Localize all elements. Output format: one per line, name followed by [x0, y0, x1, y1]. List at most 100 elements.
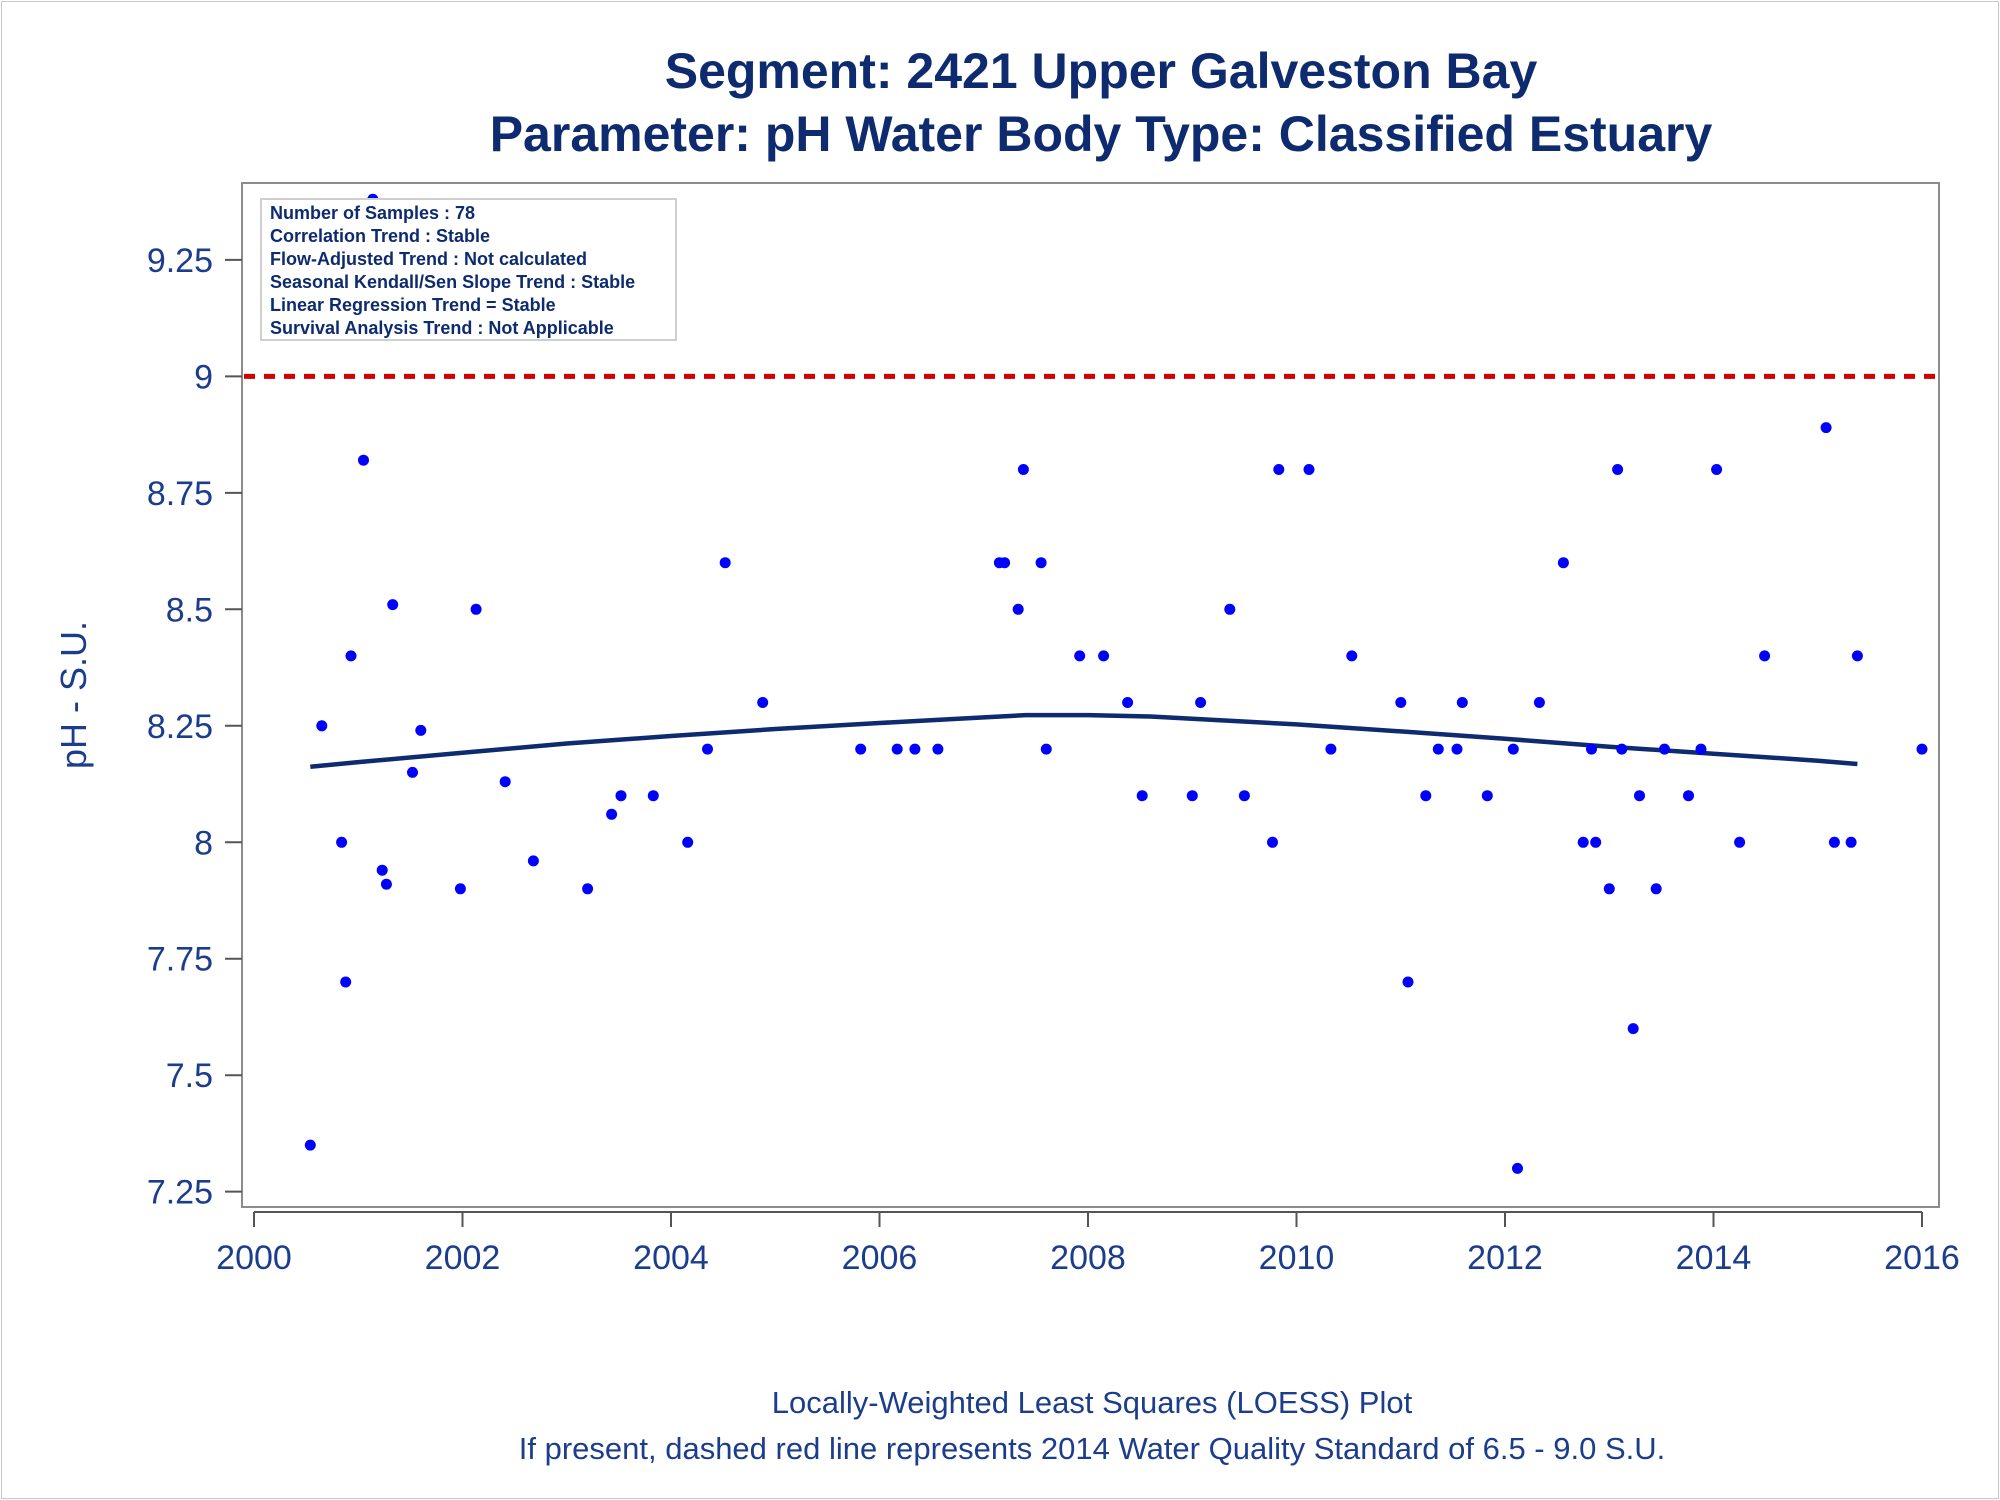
data-point	[387, 599, 399, 611]
data-point	[340, 976, 352, 988]
data-point	[1402, 976, 1414, 988]
y-tick-label: 9	[194, 358, 213, 396]
stat-flow-adjusted-trend: Flow-Adjusted Trend : Not calculated	[270, 249, 587, 269]
data-point	[1267, 836, 1278, 848]
data-point	[1557, 557, 1569, 569]
stat-linear-regression-trend: Linear Regression Trend = Stable	[270, 295, 556, 315]
data-point	[615, 790, 627, 802]
data-point	[1481, 790, 1493, 802]
data-point	[1851, 650, 1863, 662]
data-point	[1627, 1023, 1639, 1035]
data-point	[1346, 650, 1358, 662]
data-point	[470, 603, 482, 615]
data-point	[380, 878, 392, 890]
data-point	[527, 855, 539, 867]
data-point	[932, 743, 944, 755]
y-tick-label: 7.75	[147, 941, 213, 979]
data-point	[1533, 697, 1545, 708]
x-axis: 2000 2002 2004 2006 2008 2010 2012 2014 2016	[216, 1211, 1960, 1277]
data-point	[606, 808, 618, 820]
data-point	[1098, 650, 1110, 662]
data-point	[1734, 836, 1746, 848]
data-point	[1238, 790, 1250, 802]
data-point	[1432, 743, 1444, 755]
data-point	[1590, 836, 1602, 848]
loess-curve	[310, 712, 1858, 770]
data-point	[999, 557, 1011, 569]
data-point	[702, 743, 713, 755]
data-point	[1577, 836, 1589, 848]
data-point	[1828, 836, 1840, 848]
data-point	[647, 790, 659, 802]
x-tick-label: 2004	[633, 1239, 709, 1277]
data-point	[1012, 603, 1024, 615]
data-point	[1634, 790, 1645, 802]
data-point	[499, 776, 511, 788]
data-point	[376, 864, 388, 876]
data-point	[1507, 743, 1519, 755]
y-axis-label: pH - S.U.	[53, 621, 94, 769]
x-tick-label: 2008	[1050, 1239, 1126, 1277]
data-point	[1586, 743, 1597, 755]
data-point	[1616, 743, 1628, 755]
y-tick-label: 9.25	[147, 242, 213, 280]
data-point	[1017, 464, 1029, 475]
data-point	[1759, 650, 1771, 662]
data-point	[1916, 743, 1928, 755]
stat-samples: Number of Samples : 78	[270, 203, 475, 223]
x-tick-label: 2012	[1467, 1239, 1543, 1277]
x-tick-label: 2014	[1676, 1239, 1752, 1277]
data-point	[345, 650, 357, 662]
data-point	[855, 743, 867, 755]
data-point	[1650, 883, 1662, 895]
data-point	[582, 883, 594, 895]
data-point	[1820, 422, 1832, 434]
data-point	[1456, 697, 1468, 708]
x-tick-label: 2010	[1259, 1239, 1335, 1277]
data-point	[336, 836, 348, 848]
data-point	[1683, 790, 1694, 802]
footnote-loess: Locally-Weighted Least Squares (LOESS) P…	[772, 1385, 1413, 1420]
x-tick-label: 2006	[842, 1239, 918, 1277]
y-axis: 7.25 7.5 7.75 8 8.25 8.5 8.75 9 9.25	[147, 242, 242, 1212]
data-point	[316, 720, 328, 732]
data-point	[891, 743, 903, 755]
y-tick-label: 8.25	[147, 708, 213, 746]
data-point	[909, 743, 921, 755]
y-tick-label: 7.5	[166, 1057, 213, 1095]
y-tick-label: 7.25	[147, 1174, 213, 1212]
x-tick-label: 2002	[425, 1239, 501, 1277]
data-point	[407, 766, 418, 778]
data-point	[1420, 790, 1432, 802]
data-point	[1273, 464, 1285, 475]
data-point	[304, 1139, 316, 1151]
data-point	[1659, 743, 1670, 755]
data-point	[1303, 464, 1315, 475]
data-point	[1186, 790, 1198, 802]
data-point	[1395, 697, 1407, 708]
loess-layer	[310, 712, 1858, 770]
data-point	[1035, 557, 1047, 569]
data-point	[454, 883, 466, 895]
chart-title: Segment: 2421 Upper Galveston Bay	[665, 43, 1538, 99]
data-point	[1325, 743, 1337, 755]
stats-legend: Number of Samples : 78 Correlation Trend…	[260, 198, 677, 341]
x-tick-label: 2016	[1884, 1239, 1960, 1277]
scatter-points	[304, 193, 1928, 1174]
x-tick-label: 2000	[216, 1239, 292, 1277]
y-tick-label: 8	[194, 824, 213, 862]
data-point	[1122, 697, 1134, 708]
data-point	[1512, 1162, 1523, 1174]
data-point	[1195, 697, 1207, 708]
data-point	[415, 724, 427, 736]
data-point	[1845, 836, 1857, 848]
y-tick-label: 8.5	[166, 591, 213, 629]
data-point	[1603, 883, 1615, 895]
data-point	[1040, 743, 1052, 755]
stat-survival-analysis-trend: Survival Analysis Trend : Not Applicable	[270, 318, 614, 338]
data-point	[682, 836, 694, 848]
data-point	[1136, 790, 1148, 802]
footnote-standard: If present, dashed red line represents 2…	[519, 1431, 1666, 1466]
